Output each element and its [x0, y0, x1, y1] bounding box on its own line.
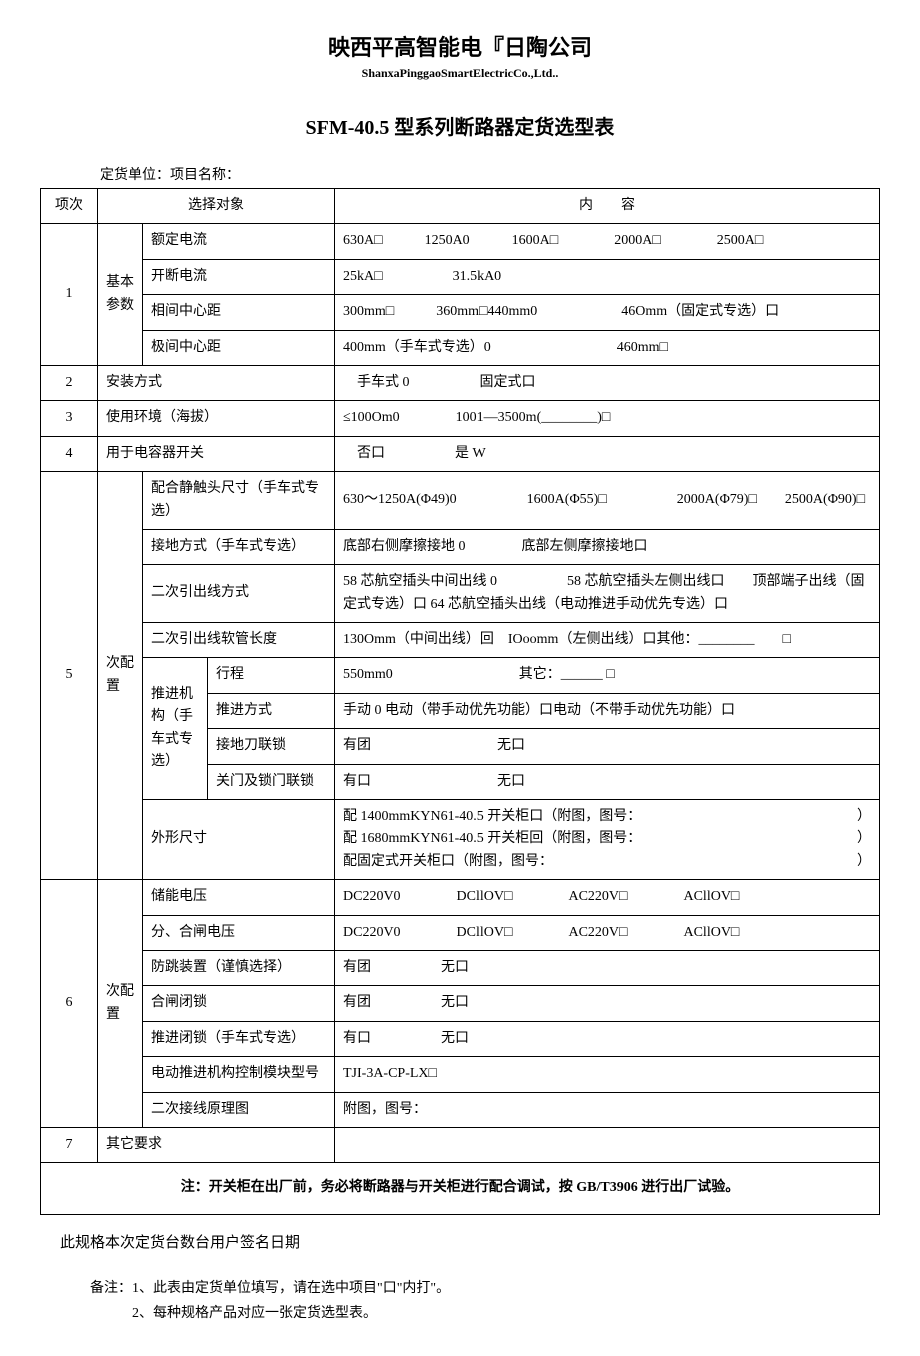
r1c-val: 300mm□ 360mm□440mm0 46Omm（固定式专选）口 — [335, 295, 880, 330]
r1c-label: 相间中心距 — [143, 295, 335, 330]
r4-val: 否口 是 W — [335, 436, 880, 471]
r5h-label: 关门及锁门联锁 — [208, 764, 335, 799]
r5i-label: 外形尺寸 — [143, 800, 335, 880]
r2-label: 安装方式 — [98, 365, 335, 400]
r7-val — [335, 1127, 880, 1162]
company-name-cn: 映西平高智能电『日陶公司 — [40, 30, 880, 62]
row6-group: 次配置 — [98, 880, 143, 1128]
r5a-label: 配合静触头尺寸（手车式专选） — [143, 472, 335, 530]
r2-val: 手车式 0 固定式口 — [335, 365, 880, 400]
r5g-val: 有团 无口 — [335, 729, 880, 764]
r1b-label: 开断电流 — [143, 259, 335, 294]
row3-no: 3 — [41, 401, 98, 436]
r5a-val: 630～1250A(Φ49)0 1600A(Φ55)□ 2000A(Φ79)□ … — [335, 472, 880, 530]
order-info-line: 定货单位：项目名称： — [100, 164, 880, 184]
r6c-label: 防跳装置（谨慎选择） — [143, 950, 335, 985]
r6f-val: TJI-3A-CP-LX□ — [335, 1057, 880, 1092]
r1a-label: 额定电流 — [143, 224, 335, 259]
note-cell: 注：开关柜在出厂前，务必将断路器与开关柜进行配合调试，按 GB/T3906 进行… — [41, 1163, 880, 1214]
row2-no: 2 — [41, 365, 98, 400]
r4-label: 用于电容器开关 — [98, 436, 335, 471]
selection-table: 项次 选择对象 内 容 1 基本参数 额定电流 630A□ 1250A0 160… — [40, 188, 880, 1215]
row5-group: 次配置 — [98, 472, 143, 880]
r5e-val: 550mm0 其它：______ □ — [335, 658, 880, 693]
r5b-val: 底部右侧摩擦接地 0 底部左侧摩擦接地口 — [335, 529, 880, 564]
r3-val: ≤100Om0 1001—3500m(________)□ — [335, 401, 880, 436]
r5b-label: 接地方式（手车式专选） — [143, 529, 335, 564]
row7-no: 7 — [41, 1127, 98, 1162]
th-item-no: 项次 — [41, 189, 98, 224]
remark-1: 备注：1、此表由定货单位填写，请在选中项目"口"内打"。 — [90, 1276, 880, 1301]
r6e-val: 有口 无口 — [335, 1021, 880, 1056]
r6a-label: 储能电压 — [143, 880, 335, 915]
r1d-label: 极间中心距 — [143, 330, 335, 365]
r6d-label: 合闸闭锁 — [143, 986, 335, 1021]
company-name-en: ShanxaPinggaoSmartElectricCo.,Ltd.. — [40, 66, 880, 81]
r1b-val: 25kA□ 31.5kA0 — [335, 259, 880, 294]
th-selection: 选择对象 — [98, 189, 335, 224]
row4-no: 4 — [41, 436, 98, 471]
th-content: 内 容 — [335, 189, 880, 224]
r6f-label: 电动推进机构控制模块型号 — [143, 1057, 335, 1092]
r6g-val: 附图，图号： — [335, 1092, 880, 1127]
r6e-label: 推进闭锁（手车式专选） — [143, 1021, 335, 1056]
r5e-label: 行程 — [208, 658, 335, 693]
document-title: SFM-40.5 型系列断路器定货选型表 — [40, 111, 880, 140]
remark-2: 2、每种规格产品对应一张定货选型表。 — [132, 1301, 880, 1326]
r5f-label: 推进方式 — [208, 693, 335, 728]
r6b-val: DC220V0 DCllOV□ AC220V□ ACllOV□ — [335, 915, 880, 950]
r1a-val: 630A□ 1250A0 1600A□ 2000A□ 2500A□ — [335, 224, 880, 259]
r5d-val: 130Omm（中间出线）回 IOoomm（左侧出线）口其他：________ □ — [335, 623, 880, 658]
r6d-val: 有团 无口 — [335, 986, 880, 1021]
r6a-val: DC220V0 DCllOV□ AC220V□ ACllOV□ — [335, 880, 880, 915]
r7-label: 其它要求 — [98, 1127, 335, 1162]
r5h-val: 有口 无口 — [335, 764, 880, 799]
row1-no: 1 — [41, 224, 98, 366]
row1-group: 基本参数 — [98, 224, 143, 366]
header-row: 项次 选择对象 内 容 — [41, 189, 880, 224]
r5c-val: 58 芯航空插头中间出线 0 58 芯航空插头左侧出线口 顶部端子出线（固定式专… — [335, 565, 880, 623]
r5g-label: 接地刀联锁 — [208, 729, 335, 764]
r5-push-group: 推进机构（手车式专选） — [143, 658, 208, 800]
r5f-val: 手动 0 电动（带手动优先功能）口电动（不带手动优先功能）口 — [335, 693, 880, 728]
r5i-val: 配 1400mmKYN61-40.5 开关柜口（附图，图号：） 配 1680mm… — [335, 800, 880, 880]
r1d-val: 400mm（手车式专选）0 460mm□ — [335, 330, 880, 365]
r6b-label: 分、合闸电压 — [143, 915, 335, 950]
r6c-val: 有团 无口 — [335, 950, 880, 985]
r3-label: 使用环境（海拔） — [98, 401, 335, 436]
row5-no: 5 — [41, 472, 98, 880]
r5d-label: 二次引出线软管长度 — [143, 623, 335, 658]
row6-no: 6 — [41, 880, 98, 1128]
signature-line: 此规格本次定货台数台用户签名日期 — [60, 1231, 880, 1252]
r5c-label: 二次引出线方式 — [143, 565, 335, 623]
document-header: 映西平高智能电『日陶公司 ShanxaPinggaoSmartElectricC… — [40, 30, 880, 140]
r6g-label: 二次接线原理图 — [143, 1092, 335, 1127]
